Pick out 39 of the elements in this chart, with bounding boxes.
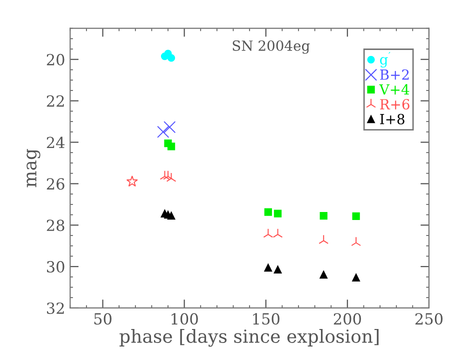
y-axis-title: mag [26,148,40,188]
point [167,212,176,220]
point [167,54,176,62]
point [263,228,274,238]
point [274,210,282,218]
x-tick-label: 250 [415,313,443,325]
point [126,176,138,187]
x-tick-label: 200 [334,313,361,325]
y-tick-label: 26 [46,178,64,190]
point [164,121,176,134]
point [163,170,173,180]
x-tick-label: 150 [253,313,280,325]
point [318,234,329,244]
legend-label: B+2 [380,69,409,80]
point [274,266,282,274]
x-tick-label: 100 [172,313,198,325]
point [352,212,360,220]
annotation: SN 2004eg [232,40,310,54]
x-tick-label: 50 [94,313,112,325]
y-tick-label: 32 [47,302,64,314]
point [167,142,176,150]
point [264,208,272,216]
x-axis-title: phase [days since explosion] [120,329,379,347]
point [320,271,328,279]
y-tick-label: 20 [46,54,64,66]
point [352,274,360,282]
point [272,228,283,238]
y-tick-label: 22 [46,95,64,107]
point [157,126,170,138]
point [264,264,272,272]
legend-label: g$^{′}$ [380,52,390,68]
legend-label: I+8 [380,114,404,124]
point [320,212,328,220]
y-tick-label: 30 [47,261,64,273]
y-tick-label: 28 [46,220,64,232]
point [351,236,361,246]
y-tick-label: 24 [46,136,65,148]
legend-label: R+6 [380,99,410,110]
legend-label: V+4 [379,84,410,94]
